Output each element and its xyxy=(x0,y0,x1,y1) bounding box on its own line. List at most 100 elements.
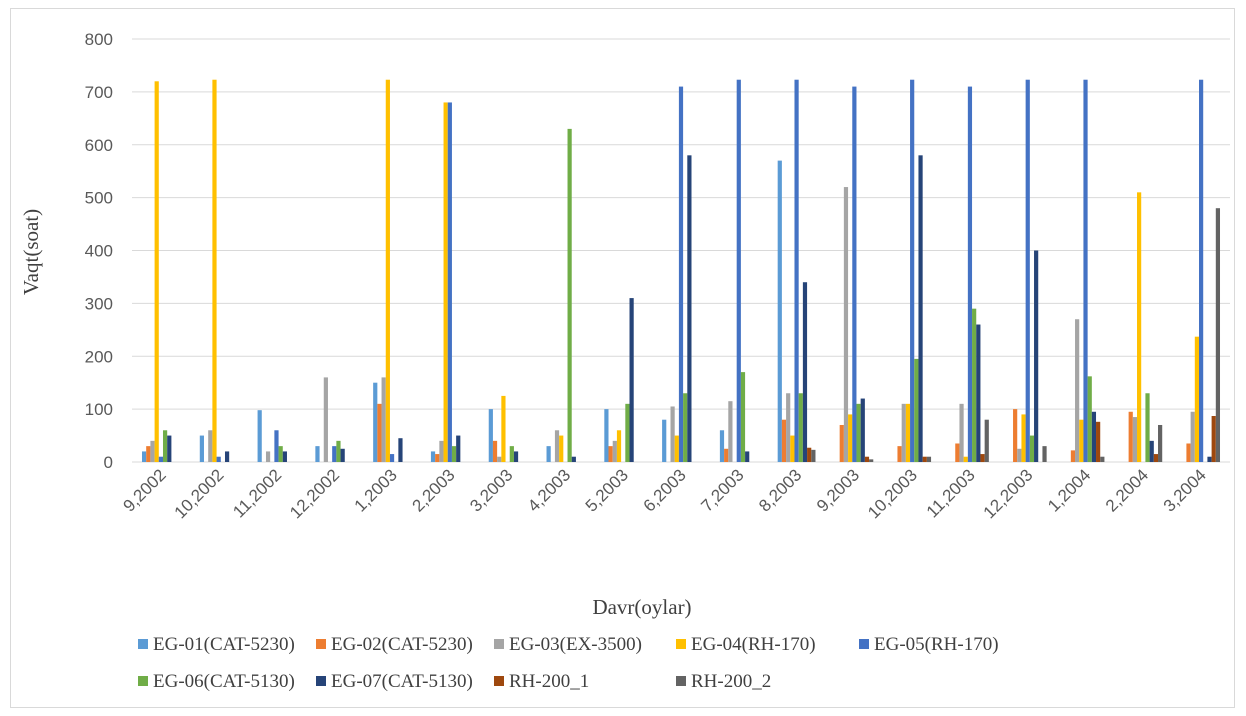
x-tick-label: 5,2003 xyxy=(582,465,632,515)
bar xyxy=(612,440,617,462)
y-tick-label: 700 xyxy=(85,83,113,102)
legend: EG-01(CAT-5230) EG-02(CAT-5230) EG-03(EX-3… xyxy=(138,634,999,692)
bar xyxy=(1153,454,1159,462)
bar xyxy=(852,86,857,463)
bar xyxy=(509,446,514,462)
bar xyxy=(224,451,230,462)
bar xyxy=(323,377,328,462)
y-tick-label: 800 xyxy=(85,30,113,49)
y-tick-label: 100 xyxy=(85,400,113,419)
bar xyxy=(492,440,498,462)
bar xyxy=(546,446,551,462)
bar xyxy=(332,446,337,462)
bar xyxy=(972,308,977,462)
bar xyxy=(439,440,444,462)
bar xyxy=(790,435,795,462)
bar xyxy=(1145,393,1150,462)
legend-swatch xyxy=(676,676,686,686)
bar xyxy=(807,447,812,462)
bar xyxy=(678,86,684,463)
legend-swatch xyxy=(138,639,148,649)
bar xyxy=(777,160,782,463)
bar xyxy=(447,102,452,462)
legend-label: EG-04(RH-170) xyxy=(691,634,816,655)
bar xyxy=(848,414,853,462)
bar xyxy=(216,456,221,462)
bar xyxy=(839,424,844,462)
bar xyxy=(736,79,741,463)
legend-swatch xyxy=(316,676,326,686)
bar xyxy=(1087,376,1092,462)
bar xyxy=(150,440,155,462)
bar xyxy=(901,403,906,462)
bar xyxy=(856,403,861,462)
bar xyxy=(257,410,262,462)
bar xyxy=(781,419,787,462)
legend-label: EG-02(CAT-5230) xyxy=(331,634,473,655)
bar xyxy=(146,446,151,462)
legend-swatch xyxy=(494,676,504,686)
bar xyxy=(745,451,750,462)
bar xyxy=(1042,446,1047,462)
bar xyxy=(1075,319,1080,462)
bar xyxy=(687,155,692,462)
bar xyxy=(1128,411,1133,462)
y-tick-label: 600 xyxy=(85,136,113,155)
bar xyxy=(141,451,147,462)
x-tick-label: 1,2003 xyxy=(351,465,401,515)
bar xyxy=(860,398,865,462)
x-tick-label: 2,2003 xyxy=(408,465,458,515)
bar xyxy=(1100,456,1105,462)
legend-swatch xyxy=(676,639,686,649)
bar xyxy=(373,382,378,462)
legend-swatch xyxy=(316,639,326,649)
bar xyxy=(154,81,159,463)
y-tick-label: 0 xyxy=(104,453,113,472)
y-tick-label: 300 xyxy=(85,294,113,313)
bar xyxy=(843,187,849,463)
bar xyxy=(1137,192,1142,462)
x-tick-label: 6,2003 xyxy=(640,465,690,515)
bar xyxy=(918,155,923,462)
legend-swatch xyxy=(138,676,148,686)
bar xyxy=(674,435,679,462)
bar xyxy=(435,454,440,462)
x-tick-label: 11,2002 xyxy=(229,465,285,521)
bar xyxy=(616,430,622,462)
x-tick-label: 12,2003 xyxy=(980,465,1037,522)
x-tick-label: 7,2003 xyxy=(697,465,747,515)
bar xyxy=(967,86,973,463)
bar xyxy=(1079,419,1084,462)
bar xyxy=(336,440,341,462)
bar xyxy=(914,358,919,462)
bar xyxy=(869,459,874,462)
bar xyxy=(811,449,816,462)
bar xyxy=(1091,411,1097,462)
bar xyxy=(497,456,502,462)
bar xyxy=(897,446,902,462)
bar xyxy=(1186,443,1191,462)
bar xyxy=(1211,415,1216,462)
bar xyxy=(959,403,964,462)
bar xyxy=(864,456,870,462)
y-axis-ticks: 0 100 200 300 400 500 600 700 800 xyxy=(85,30,113,472)
bar xyxy=(1194,336,1200,462)
bar xyxy=(315,446,320,462)
x-tick-label: 10,2003 xyxy=(864,465,921,522)
bar xyxy=(604,409,609,462)
bars xyxy=(141,79,1221,463)
bar xyxy=(728,401,733,462)
bar xyxy=(1158,424,1163,462)
legend-label: RH-200_1 xyxy=(509,671,589,692)
bar xyxy=(1096,421,1101,462)
bar xyxy=(381,377,386,462)
bar xyxy=(802,282,808,462)
bar xyxy=(212,79,217,463)
bar xyxy=(922,456,927,462)
bar xyxy=(910,79,915,463)
bar xyxy=(719,430,725,462)
x-tick-label: 9,2002 xyxy=(120,465,170,515)
bar xyxy=(571,456,576,462)
bar xyxy=(724,448,729,462)
